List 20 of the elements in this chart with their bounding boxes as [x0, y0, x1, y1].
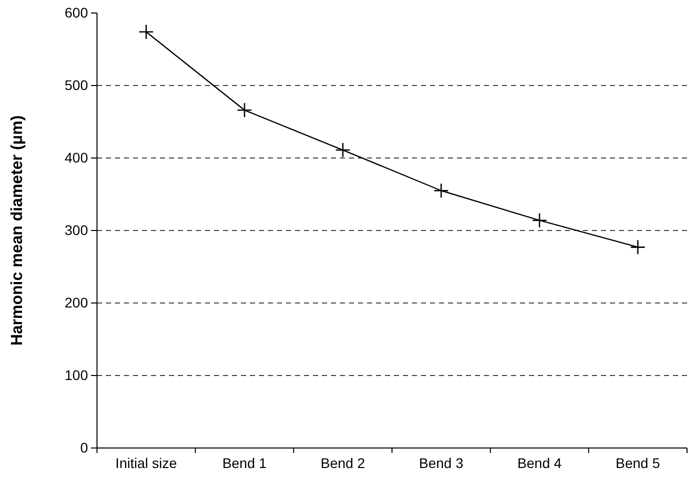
y-tick-label: 0 [80, 439, 88, 456]
point [532, 212, 548, 228]
x-tick-label: Bend 1 [222, 454, 267, 471]
y-tick-label: 200 [64, 294, 88, 310]
point [138, 24, 154, 40]
x-tick-label: Bend 3 [418, 454, 464, 471]
x-tick-label: Bend 4 [517, 454, 562, 471]
y-tick-label: 500 [64, 76, 88, 93]
x-tick-label: Bend 5 [616, 454, 660, 471]
y-tick-label: 600 [64, 4, 88, 20]
x-tick-label: Bend 2 [320, 454, 366, 471]
point [236, 102, 252, 118]
y-axis-title: Harmonic mean diameter (μm) [9, 115, 26, 346]
y-tick-label: 300 [64, 222, 88, 238]
point [434, 182, 449, 198]
point [630, 240, 646, 255]
x-tick-label: Initial size [115, 454, 178, 471]
point [335, 142, 350, 158]
y-tick-label: 100 [64, 366, 88, 383]
y-tick-label: 400 [64, 149, 88, 166]
